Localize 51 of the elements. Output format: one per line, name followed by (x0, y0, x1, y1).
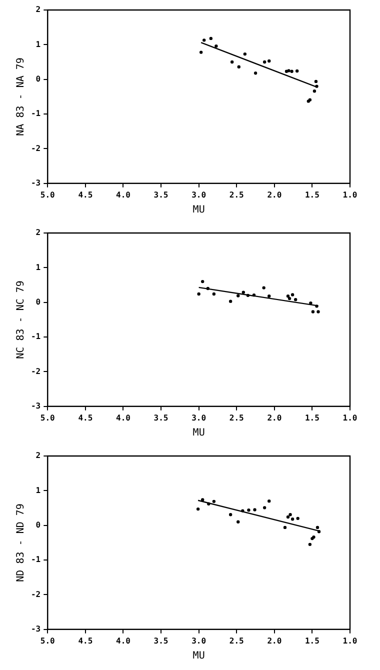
x-tick-label: 2.0 (267, 190, 282, 200)
y-tick-label: 0 (36, 74, 41, 84)
x-tick-label: 1.5 (304, 413, 320, 422)
y-tick-label: -3 (30, 401, 41, 410)
x-tick-label: 2.5 (229, 413, 244, 422)
x-axis-title: MU (192, 428, 205, 439)
x-tick-label: 1.0 (342, 636, 358, 646)
y-tick-label: 1 (36, 486, 41, 495)
y-tick-label: -1 (30, 332, 41, 342)
y-tick-label: -1 (30, 555, 41, 564)
x-tick-label: 5.0 (40, 190, 56, 200)
x-axis-title: MU (192, 204, 205, 216)
x-tick-label: 4.5 (78, 190, 93, 200)
y-tick-label: -2 (30, 144, 41, 153)
x-tick-label: 1.0 (342, 190, 358, 200)
y-tick-label: -1 (30, 109, 41, 118)
y-tick-label: 0 (36, 520, 41, 530)
x-tick-label: 4.0 (116, 190, 131, 200)
x-tick-label: 3.5 (154, 190, 168, 200)
y-axis-title: NC 83 - NC 79 (16, 280, 27, 359)
x-tick-label: 4.0 (116, 413, 131, 422)
x-tick-label: 3.5 (154, 413, 168, 422)
x-tick-label: 3.5 (154, 636, 168, 646)
y-axis-title: ND 83 - ND 79 (16, 504, 27, 582)
x-tick-label: 3.0 (192, 413, 206, 422)
x-tick-label: 5.0 (40, 413, 56, 422)
y-axis-title: NA 83 - NA 79 (16, 58, 27, 136)
y-tick-label: -2 (30, 366, 41, 376)
x-tick-label: 1.5 (304, 190, 320, 200)
y-tick-label: 2 (36, 228, 41, 238)
y-tick-label: -2 (30, 590, 41, 599)
x-tick-label: 5.0 (40, 636, 56, 646)
x-tick-label: 2.5 (229, 190, 244, 200)
x-tick-label: 2.0 (267, 413, 282, 422)
x-tick-label: 2.5 (229, 636, 244, 646)
x-tick-label: 4.0 (116, 636, 131, 646)
x-tick-label: 3.0 (192, 636, 206, 646)
y-tick-label: 0 (36, 297, 41, 306)
y-tick-label: 1 (36, 262, 41, 272)
x-tick-label: 1.0 (342, 413, 358, 422)
y-tick-label: 1 (36, 40, 41, 49)
y-tick-label: -3 (30, 624, 41, 634)
x-tick-label: 1.5 (304, 636, 320, 646)
y-tick-label: -3 (30, 178, 41, 188)
y-tick-label: 2 (36, 5, 41, 14)
y-tick-label: 2 (36, 451, 41, 460)
x-tick-label: 4.5 (78, 413, 93, 422)
x-tick-label: 3.0 (192, 190, 206, 200)
x-tick-label: 2.0 (267, 636, 282, 646)
x-tick-label: 4.5 (78, 636, 93, 646)
x-axis-title: MU (192, 650, 205, 662)
